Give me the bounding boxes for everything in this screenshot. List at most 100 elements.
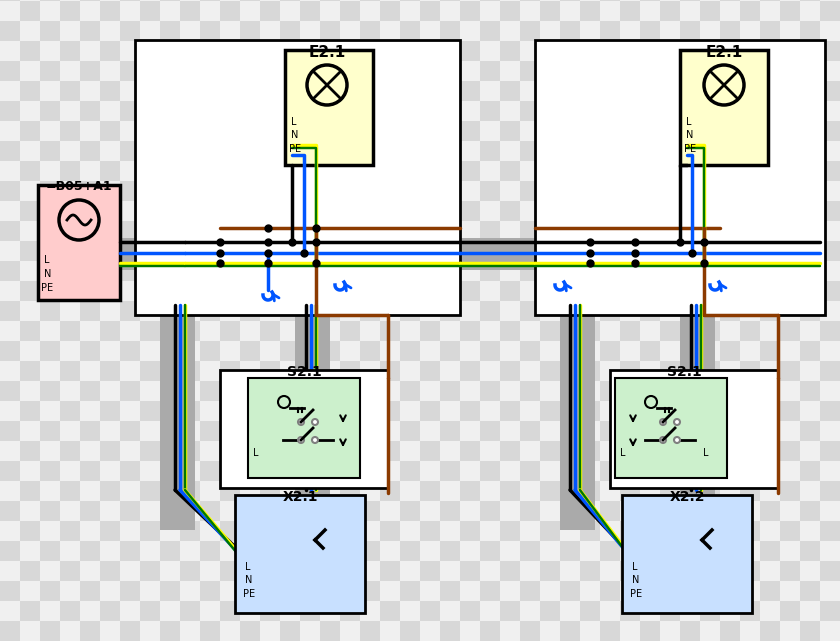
Bar — [0, 81, 20, 101]
Text: PE: PE — [289, 144, 301, 154]
Bar — [400, 301, 420, 321]
Text: S2.1: S2.1 — [286, 365, 322, 379]
Bar — [620, 581, 640, 601]
Bar — [420, 61, 440, 81]
Bar — [140, 601, 160, 621]
Bar — [600, 581, 620, 601]
Bar — [380, 601, 400, 621]
Bar — [160, 581, 180, 601]
Bar — [160, 121, 180, 141]
Bar — [20, 1, 40, 21]
Bar — [140, 421, 160, 441]
Bar — [120, 161, 140, 181]
Bar — [460, 421, 480, 441]
Bar — [780, 521, 800, 541]
Bar — [440, 181, 460, 201]
Bar — [600, 541, 620, 561]
Bar — [700, 221, 720, 241]
Bar — [360, 101, 380, 121]
Bar — [460, 241, 480, 261]
Bar — [220, 161, 240, 181]
Bar — [640, 441, 660, 461]
Bar — [260, 161, 280, 181]
Bar — [580, 401, 600, 421]
Bar — [80, 141, 100, 161]
Bar — [20, 341, 40, 361]
Bar — [60, 81, 80, 101]
Bar — [600, 181, 620, 201]
Bar — [820, 41, 840, 61]
Bar — [560, 141, 580, 161]
Bar — [820, 381, 840, 401]
Bar — [0, 221, 20, 241]
Bar — [560, 221, 580, 241]
Bar — [400, 101, 420, 121]
Bar — [180, 321, 200, 341]
Bar — [180, 261, 200, 281]
Bar — [60, 401, 80, 421]
Bar — [420, 341, 440, 361]
Bar — [60, 361, 80, 381]
Bar — [600, 441, 620, 461]
Bar — [200, 221, 220, 241]
Bar — [680, 241, 700, 261]
Text: N: N — [245, 575, 252, 585]
Bar — [680, 221, 700, 241]
Bar — [400, 461, 420, 481]
Bar — [340, 381, 360, 401]
Bar — [620, 261, 640, 281]
Bar — [700, 601, 720, 621]
Bar — [40, 461, 60, 481]
Bar — [20, 141, 40, 161]
Bar — [80, 261, 100, 281]
Bar — [560, 361, 580, 381]
Bar — [700, 261, 720, 281]
Bar — [20, 181, 40, 201]
Bar — [380, 21, 400, 41]
Bar — [580, 1, 600, 21]
Bar — [220, 141, 240, 161]
Bar — [360, 461, 380, 481]
Bar — [360, 141, 380, 161]
Bar — [400, 81, 420, 101]
Bar — [60, 221, 80, 241]
Bar — [640, 621, 660, 641]
Bar — [660, 121, 680, 141]
Bar — [680, 61, 700, 81]
Bar — [0, 481, 20, 501]
Bar — [160, 321, 180, 341]
Bar — [260, 561, 280, 581]
Bar — [560, 421, 580, 441]
Bar — [200, 301, 220, 321]
Bar — [0, 201, 20, 221]
Bar — [460, 521, 480, 541]
Bar — [260, 21, 280, 41]
Bar — [280, 181, 300, 201]
Bar — [220, 281, 240, 301]
Bar — [0, 621, 20, 641]
Bar — [320, 161, 340, 181]
Bar — [220, 261, 240, 281]
Bar — [440, 261, 460, 281]
Bar — [820, 1, 840, 21]
Bar — [180, 221, 200, 241]
Bar — [220, 341, 240, 361]
Bar — [780, 581, 800, 601]
Bar — [640, 401, 660, 421]
Bar — [100, 621, 120, 641]
Bar — [140, 521, 160, 541]
Bar — [760, 241, 780, 261]
Bar — [320, 0, 340, 1]
Bar — [240, 441, 260, 461]
Bar — [300, 421, 320, 441]
Bar — [420, 381, 440, 401]
Bar — [600, 61, 620, 81]
Bar — [400, 581, 420, 601]
Bar — [780, 261, 800, 281]
Bar — [0, 341, 20, 361]
Bar — [780, 21, 800, 41]
Bar — [280, 121, 300, 141]
Bar — [440, 501, 460, 521]
Bar — [680, 121, 700, 141]
Bar — [80, 501, 100, 521]
